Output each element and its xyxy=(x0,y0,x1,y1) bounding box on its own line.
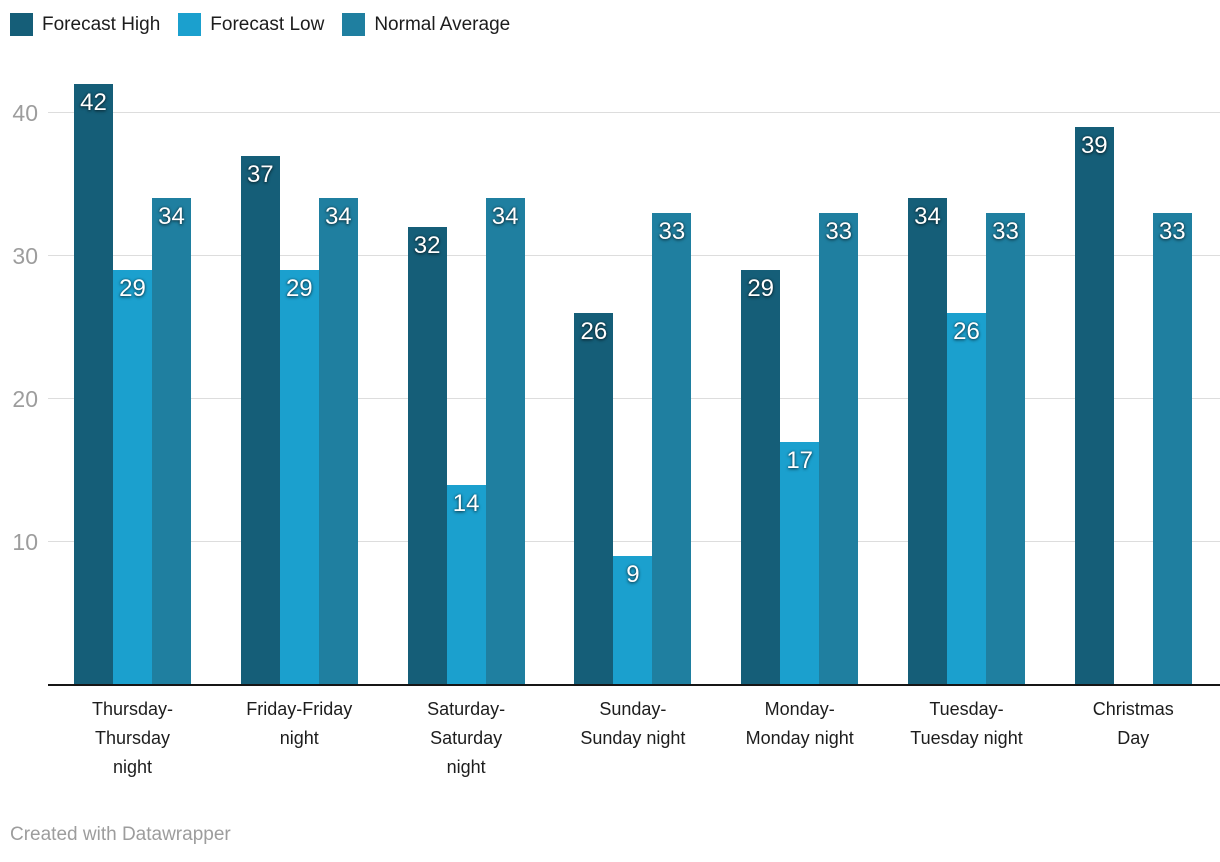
bar-value-label: 33 xyxy=(1158,217,1186,245)
bar[interactable]: 29 xyxy=(279,270,319,685)
bar-value-label: 29 xyxy=(747,275,775,303)
x-axis-line xyxy=(48,684,1220,686)
bar[interactable]: 34 xyxy=(152,198,191,685)
bar[interactable]: 29 xyxy=(113,270,152,685)
bar[interactable]: 17 xyxy=(780,441,820,685)
bar[interactable]: 14 xyxy=(446,484,486,685)
bar[interactable]: 32 xyxy=(407,227,447,685)
y-tick-label: 10 xyxy=(12,528,38,555)
legend-label-normal-average: Normal Average xyxy=(374,13,511,35)
x-category-label: Sunday- Sunday night xyxy=(580,699,686,748)
attribution-credit: Created with Datawrapper xyxy=(10,824,231,845)
legend-swatch-normal-average-icon xyxy=(342,13,366,36)
bar[interactable]: 9 xyxy=(613,556,653,685)
bar[interactable]: 42 xyxy=(74,83,113,685)
bar[interactable]: 26 xyxy=(947,312,986,685)
bar[interactable]: 26 xyxy=(574,312,614,685)
legend-item-forecast-high: Forecast High xyxy=(10,13,160,36)
bar-value-label: 26 xyxy=(953,317,980,345)
legend-swatch-forecast-low-icon xyxy=(178,13,202,36)
bar[interactable]: 37 xyxy=(240,155,280,685)
bar[interactable]: 34 xyxy=(318,198,358,685)
bar-value-label: 14 xyxy=(452,489,480,517)
y-tick-label: 40 xyxy=(12,99,38,126)
bar[interactable]: 29 xyxy=(741,270,781,685)
gridline xyxy=(48,398,1220,400)
bar-value-label: 9 xyxy=(626,561,640,589)
bar[interactable]: 34 xyxy=(908,198,947,685)
bar[interactable]: 33 xyxy=(986,212,1025,685)
bar-value-label: 34 xyxy=(324,203,352,231)
bar-value-label: 33 xyxy=(658,217,686,245)
bar[interactable]: 34 xyxy=(485,198,525,685)
x-category-label: Saturday- Saturday night xyxy=(427,699,506,777)
gridline xyxy=(48,112,1220,114)
x-category-label: Christmas Day xyxy=(1092,699,1174,748)
bar-value-label: 33 xyxy=(825,217,853,245)
bar-value-label: 29 xyxy=(119,275,146,303)
legend-item-forecast-low: Forecast Low xyxy=(178,13,324,36)
legend-item-normal-average: Normal Average xyxy=(342,13,510,36)
bar-value-label: 37 xyxy=(246,160,274,188)
bar-value-label: 17 xyxy=(786,446,814,474)
bar-value-label: 34 xyxy=(491,203,519,231)
x-category-label: Tuesday- Tuesday night xyxy=(910,699,1023,748)
bar[interactable]: 33 xyxy=(652,212,692,685)
bar-value-label: 39 xyxy=(1080,131,1108,159)
x-category-label: Thursday- Thursday night xyxy=(91,699,174,777)
bar-value-label: 34 xyxy=(158,203,185,231)
x-axis-labels: Thursday- Thursday night Friday-Friday ni… xyxy=(0,695,1220,795)
y-tick-label: 20 xyxy=(12,385,38,412)
legend: Forecast High Forecast Low Normal Averag… xyxy=(10,13,510,36)
bar-value-label: 32 xyxy=(413,232,441,260)
x-category-label: Monday- Monday night xyxy=(745,699,854,748)
bar-value-label: 33 xyxy=(992,217,1019,245)
legend-swatch-forecast-high-icon xyxy=(10,13,33,36)
bar[interactable]: 33 xyxy=(819,212,859,685)
bar-value-label: 34 xyxy=(914,203,941,231)
x-category-label: Friday-Friday night xyxy=(246,699,353,748)
bar-value-label: 42 xyxy=(80,88,107,116)
bar[interactable]: 33 xyxy=(1152,212,1192,685)
y-tick-label: 30 xyxy=(12,242,38,269)
bar[interactable]: 39 xyxy=(1074,126,1114,685)
bar-value-label: 29 xyxy=(285,275,313,303)
gridline xyxy=(48,541,1220,543)
plot-area: 10 20 30 40 42 37 32 26 29 34 39 29 29 14 9 17 26 34 34 34 3… xyxy=(0,62,1220,686)
legend-label-forecast-low: Forecast Low xyxy=(210,13,325,35)
gridline xyxy=(48,255,1220,257)
legend-label-forecast-high: Forecast High xyxy=(42,13,161,35)
bar-value-label: 26 xyxy=(580,317,608,345)
